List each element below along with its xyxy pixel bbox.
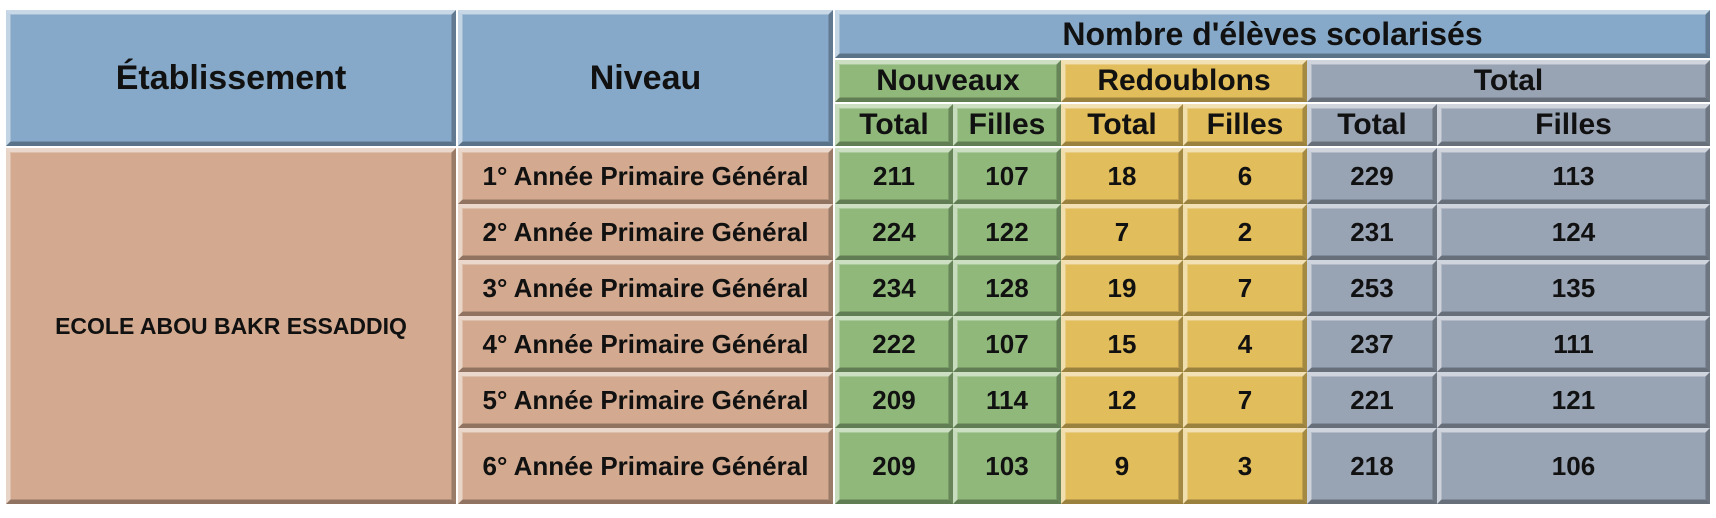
row-4-nouveaux-total: 222 [835, 316, 953, 372]
row-5-nouveaux-filles: 114 [953, 372, 1061, 428]
row-4-redoublons-filles: 4 [1183, 316, 1307, 372]
row-4-niveau: 4° Année Primaire Général [458, 316, 833, 372]
row-3-total-filles: 135 [1437, 260, 1710, 316]
header-etablissement: Établissement [6, 10, 456, 146]
row-3-nouveaux-filles: 128 [953, 260, 1061, 316]
row-2-total-total: 231 [1307, 204, 1437, 260]
row-6-nouveaux-total: 209 [835, 428, 953, 504]
row-5-total-total: 221 [1307, 372, 1437, 428]
row-1-nouveaux-filles: 107 [953, 148, 1061, 204]
row-2-niveau: 2° Année Primaire Général [458, 204, 833, 260]
row-5-niveau: 5° Année Primaire Général [458, 372, 833, 428]
header-nouveaux: Nouveaux [835, 60, 1061, 102]
row-6-niveau: 6° Année Primaire Général [458, 428, 833, 504]
row-3-redoublons-filles: 7 [1183, 260, 1307, 316]
subheader-nouveaux-total: Total [835, 104, 953, 146]
header-group-nombre-eleves: Nombre d'élèves scolarisés [835, 10, 1710, 58]
row-2-redoublons-filles: 2 [1183, 204, 1307, 260]
row-5-nouveaux-total: 209 [835, 372, 953, 428]
header-niveau: Niveau [458, 10, 833, 146]
row-6-redoublons-total: 9 [1061, 428, 1183, 504]
subheader-redoublons-filles: Filles [1183, 104, 1307, 146]
row-4-total-total: 237 [1307, 316, 1437, 372]
row-6-total-filles: 106 [1437, 428, 1710, 504]
row-6-total-total: 218 [1307, 428, 1437, 504]
enrollment-table: Établissement Niveau Nombre d'élèves sco… [6, 10, 1710, 504]
school-name: ECOLE ABOU BAKR ESSADDIQ [6, 148, 456, 504]
subheader-total-filles: Filles [1437, 104, 1710, 146]
row-5-redoublons-filles: 7 [1183, 372, 1307, 428]
row-2-redoublons-total: 7 [1061, 204, 1183, 260]
row-1-redoublons-filles: 6 [1183, 148, 1307, 204]
row-1-redoublons-total: 18 [1061, 148, 1183, 204]
row-2-nouveaux-filles: 122 [953, 204, 1061, 260]
row-6-redoublons-filles: 3 [1183, 428, 1307, 504]
header-redoublons: Redoublons [1061, 60, 1307, 102]
subheader-nouveaux-filles: Filles [953, 104, 1061, 146]
header-total: Total [1307, 60, 1710, 102]
subheader-redoublons-total: Total [1061, 104, 1183, 146]
row-1-nouveaux-total: 211 [835, 148, 953, 204]
row-3-nouveaux-total: 234 [835, 260, 953, 316]
row-5-total-filles: 121 [1437, 372, 1710, 428]
row-2-nouveaux-total: 224 [835, 204, 953, 260]
row-3-redoublons-total: 19 [1061, 260, 1183, 316]
row-5-redoublons-total: 12 [1061, 372, 1183, 428]
row-2-total-filles: 124 [1437, 204, 1710, 260]
row-1-niveau: 1° Année Primaire Général [458, 148, 833, 204]
row-6-nouveaux-filles: 103 [953, 428, 1061, 504]
row-4-redoublons-total: 15 [1061, 316, 1183, 372]
row-4-nouveaux-filles: 107 [953, 316, 1061, 372]
row-1-total-filles: 113 [1437, 148, 1710, 204]
row-1-total-total: 229 [1307, 148, 1437, 204]
row-3-niveau: 3° Année Primaire Général [458, 260, 833, 316]
row-4-total-filles: 111 [1437, 316, 1710, 372]
subheader-total-total: Total [1307, 104, 1437, 146]
row-3-total-total: 253 [1307, 260, 1437, 316]
